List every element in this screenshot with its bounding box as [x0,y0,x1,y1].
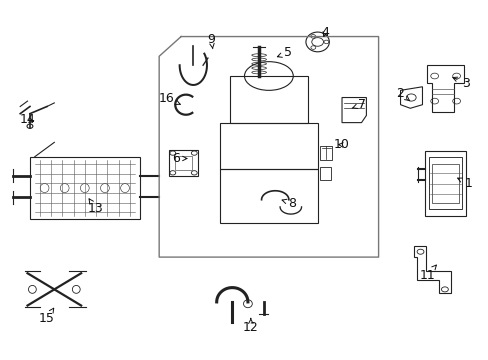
Bar [174,156,192,170]
Text: 10: 10 [333,138,349,151]
Text: 15: 15 [39,308,55,325]
Text: 9: 9 [207,33,215,49]
Text: 1: 1 [457,177,472,190]
Bar [220,169,317,223]
Text: 4: 4 [320,27,328,40]
Bar [168,149,198,176]
Bar [320,146,331,160]
Text: 8: 8 [282,197,296,210]
Bar [220,123,317,169]
Text: 11: 11 [419,265,435,282]
Bar [30,157,140,220]
Text: 6: 6 [172,152,186,165]
Text: 2: 2 [396,87,409,101]
Bar [428,157,461,210]
Text: 3: 3 [452,77,469,90]
Text: 13: 13 [88,199,103,215]
Text: 12: 12 [243,319,258,334]
Text: 14: 14 [20,113,35,126]
Bar [229,76,307,123]
Text: 16: 16 [158,92,180,105]
Bar [320,167,330,180]
Bar [431,164,458,203]
Bar [424,151,466,216]
Text: 7: 7 [351,98,365,111]
Text: 5: 5 [277,46,292,59]
